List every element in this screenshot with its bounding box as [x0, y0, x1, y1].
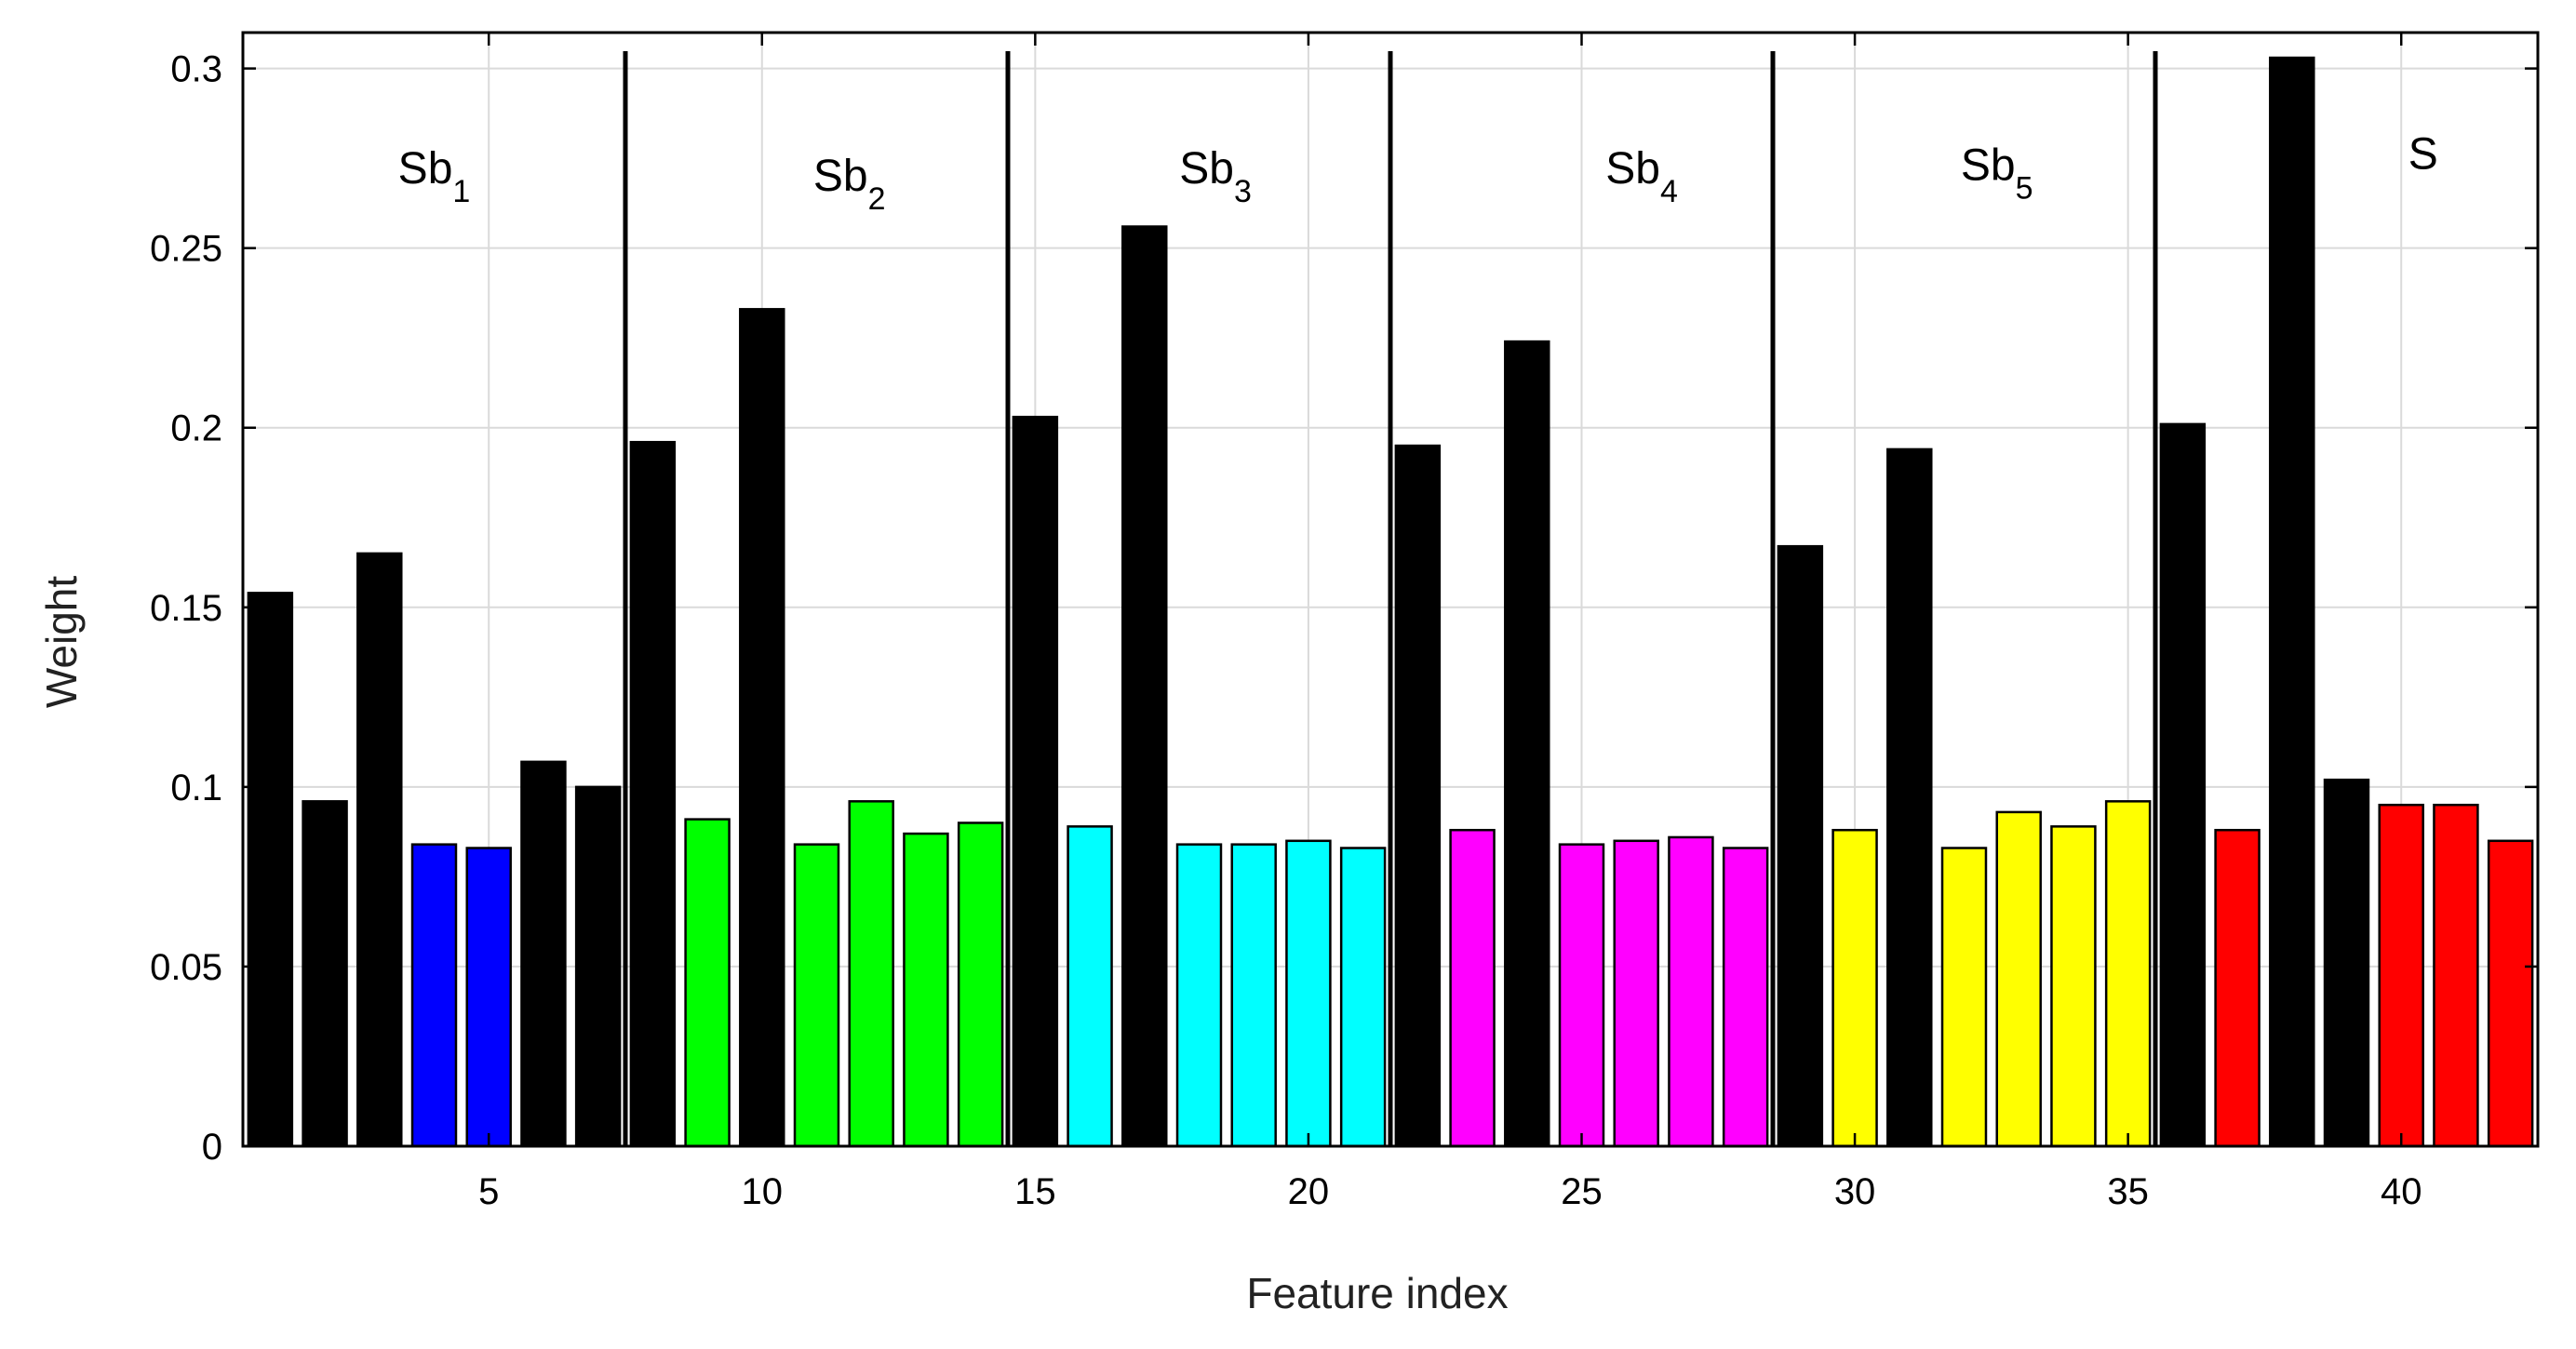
y-tick-label: 0.15	[150, 588, 222, 629]
bar	[410, 843, 458, 1148]
bar	[520, 760, 567, 1148]
bar	[1504, 340, 1550, 1148]
bar	[2050, 825, 2097, 1148]
bar	[684, 818, 731, 1148]
x-tick-label: 15	[1014, 1171, 1056, 1212]
bar-series	[247, 56, 2534, 1148]
bar	[1940, 847, 1988, 1148]
bar	[903, 832, 949, 1148]
group-label: S	[2408, 130, 2438, 180]
bar	[1339, 847, 1387, 1148]
x-tick-label: 25	[1561, 1171, 1603, 1212]
y-tick-label: 0	[202, 1127, 222, 1168]
bar	[2378, 803, 2424, 1148]
x-axis-title: Feature index	[1246, 1269, 1508, 1317]
bar	[2159, 422, 2207, 1148]
bar	[957, 821, 1004, 1148]
bar	[1886, 447, 1933, 1148]
y-tick-label: 0.3	[170, 49, 222, 90]
bar	[2323, 778, 2370, 1148]
y-axis-title: Weight	[37, 576, 86, 709]
group-label-subscript: 4	[1660, 174, 1678, 209]
y-axis-ticks: 0 0.05 0.1 0.15 0.2 0.25 0.3	[150, 49, 2538, 1168]
x-tick-label: 20	[1288, 1171, 1330, 1212]
bar	[848, 800, 894, 1148]
group-label: Sb5	[1961, 140, 2033, 206]
group-label-base: Sb	[1605, 144, 1660, 194]
group-label-base: S	[2408, 130, 2438, 180]
y-tick-label: 0.2	[170, 408, 222, 449]
bar	[1067, 825, 1113, 1148]
x-tick-label: 30	[1834, 1171, 1876, 1212]
y-tick-label: 0.25	[150, 229, 222, 270]
group-label: Sb4	[1605, 144, 1678, 209]
x-tick-label: 35	[2107, 1171, 2149, 1212]
group-label-base: Sb	[1961, 140, 2016, 190]
bar	[1230, 843, 1277, 1148]
bar	[739, 308, 785, 1148]
bar	[1285, 839, 1332, 1148]
group-label-subscript: 3	[1234, 174, 1252, 209]
plot-border	[241, 31, 2540, 1148]
x-tick-label: 10	[742, 1171, 784, 1212]
bar	[1668, 835, 1714, 1148]
x-tick-label: 5	[478, 1171, 499, 1212]
bar	[1722, 847, 1769, 1148]
bar	[356, 552, 403, 1148]
bar	[1012, 415, 1059, 1148]
bar	[2487, 839, 2534, 1148]
bar	[793, 843, 840, 1148]
bar	[1777, 544, 1824, 1148]
group-separators	[623, 51, 2158, 1146]
bar	[465, 847, 512, 1148]
group-label: Sb1	[398, 144, 471, 209]
y-tick-label: 0.05	[150, 947, 222, 988]
bar	[247, 592, 294, 1148]
group-label-base: Sb	[398, 144, 453, 194]
bar	[2214, 828, 2261, 1148]
group-label: Sb2	[813, 152, 886, 217]
group-label: Sb3	[1179, 144, 1252, 209]
bar	[2104, 800, 2152, 1148]
group-label-base: Sb	[1179, 144, 1234, 194]
bar	[1449, 828, 1496, 1148]
group-label-subscript: 1	[452, 174, 470, 209]
group-label-base: Sb	[813, 152, 868, 201]
bar	[1394, 444, 1442, 1148]
bar	[1995, 810, 2042, 1148]
plot-frame	[241, 31, 2540, 1148]
group-label-subscript: 2	[868, 181, 886, 217]
bar	[2433, 803, 2479, 1148]
bar	[2269, 56, 2315, 1148]
bar	[1175, 843, 1223, 1148]
bar	[1613, 839, 1659, 1148]
x-axis-ticks: 5 10 15 20 25 30 35 40	[478, 33, 2422, 1212]
bar	[629, 440, 677, 1148]
y-tick-label: 0.1	[170, 768, 222, 808]
bar	[1121, 225, 1168, 1148]
bar	[574, 785, 622, 1148]
bar	[1831, 828, 1878, 1148]
x-tick-label: 40	[2381, 1171, 2422, 1212]
bar	[1558, 843, 1605, 1148]
bar	[302, 800, 348, 1148]
group-label-subscript: 5	[2016, 170, 2033, 206]
